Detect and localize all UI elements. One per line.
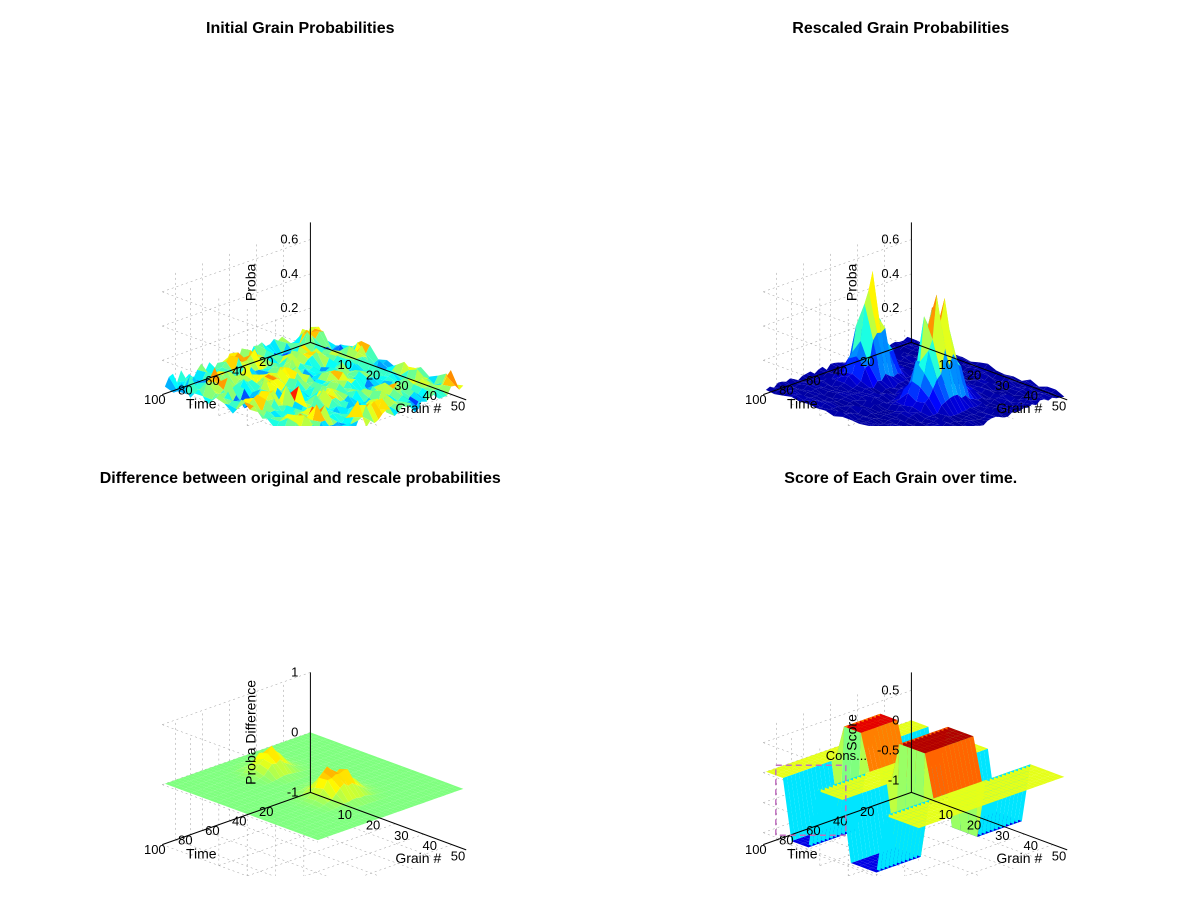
svg-text:20: 20 <box>860 804 874 819</box>
svg-text:0.4: 0.4 <box>281 266 299 281</box>
panel-diff: Difference between original and rescale … <box>0 450 601 900</box>
svg-text:100: 100 <box>144 842 166 857</box>
svg-text:Time: Time <box>186 846 217 862</box>
svg-text:60: 60 <box>205 373 219 388</box>
svg-text:40: 40 <box>232 363 246 378</box>
svg-text:40: 40 <box>232 813 246 828</box>
svg-text:50: 50 <box>451 399 465 414</box>
svg-text:-1: -1 <box>888 772 900 787</box>
svg-text:0.6: 0.6 <box>281 232 299 247</box>
plot-diff: 102030405020406080100-101Grain #TimeProb… <box>40 496 560 876</box>
svg-text:60: 60 <box>806 373 820 388</box>
svg-text:Cons...: Cons... <box>826 748 867 763</box>
svg-text:40: 40 <box>833 363 847 378</box>
svg-text:0.2: 0.2 <box>281 300 299 315</box>
svg-text:30: 30 <box>995 828 1009 843</box>
svg-text:100: 100 <box>745 842 767 857</box>
svg-text:50: 50 <box>1052 849 1066 864</box>
svg-text:0: 0 <box>892 712 899 727</box>
panel-rescaled: Rescaled Grain Probabilities 10 20 30 40 50 2… <box>601 0 1201 450</box>
svg-text:0.6: 0.6 <box>881 232 899 247</box>
svg-text:0.5: 0.5 <box>881 682 899 697</box>
svg-text:10: 10 <box>338 807 352 822</box>
svg-text:-1: -1 <box>287 784 299 799</box>
svg-text:0: 0 <box>291 724 298 739</box>
svg-text:50: 50 <box>1052 399 1066 414</box>
svg-text:20: 20 <box>259 354 273 369</box>
svg-text:1: 1 <box>291 664 298 679</box>
svg-text:0.2: 0.2 <box>881 300 899 315</box>
plot-score: 102030405020406080100-1-0.500.5Grain #Ti… <box>641 496 1161 876</box>
svg-text:Proba: Proba <box>243 264 259 302</box>
svg-text:Time: Time <box>787 396 818 412</box>
title-initial: Initial Grain Probabilities <box>206 20 394 38</box>
svg-text:100: 100 <box>144 392 166 407</box>
svg-text:Grain #: Grain # <box>996 850 1042 866</box>
svg-text:60: 60 <box>205 823 219 838</box>
svg-text:10: 10 <box>938 357 952 372</box>
svg-text:20: 20 <box>967 817 981 832</box>
svg-text:30: 30 <box>394 828 408 843</box>
title-score: Score of Each Grain over time. <box>784 470 1017 488</box>
figure-grid: Initial Grain Probabilities 102030405020… <box>0 0 1201 900</box>
svg-text:20: 20 <box>860 354 874 369</box>
svg-text:0.4: 0.4 <box>881 266 899 281</box>
plot-initial: 1020304050204060801000.20.40.6Grain #Tim… <box>40 46 560 426</box>
svg-text:50: 50 <box>451 849 465 864</box>
svg-text:Proba: Proba <box>843 264 859 302</box>
panel-initial: Initial Grain Probabilities 10 20 30 40 50 20… <box>0 0 601 450</box>
svg-text:10: 10 <box>938 807 952 822</box>
svg-text:100: 100 <box>745 392 767 407</box>
plot-rescaled: 1020304050204060801000.20.40.6Grain #Tim… <box>641 46 1161 426</box>
svg-text:30: 30 <box>995 378 1009 393</box>
svg-text:Time: Time <box>787 846 818 862</box>
svg-text:10: 10 <box>338 357 352 372</box>
svg-text:30: 30 <box>394 378 408 393</box>
svg-text:Grain #: Grain # <box>396 850 442 866</box>
svg-text:Proba Difference: Proba Difference <box>243 680 259 785</box>
svg-text:-0.5: -0.5 <box>877 742 899 757</box>
svg-text:Grain #: Grain # <box>396 400 442 416</box>
svg-text:Time: Time <box>186 396 217 412</box>
svg-text:20: 20 <box>967 367 981 382</box>
svg-text:20: 20 <box>366 817 380 832</box>
svg-text:Score: Score <box>843 714 859 751</box>
svg-text:20: 20 <box>259 804 273 819</box>
title-rescaled: Rescaled Grain Probabilities <box>792 20 1009 38</box>
svg-text:20: 20 <box>366 367 380 382</box>
title-diff: Difference between original and rescale … <box>100 470 501 488</box>
svg-text:Grain #: Grain # <box>996 400 1042 416</box>
panel-score: Score of Each Grain over time. 102030405… <box>601 450 1201 900</box>
